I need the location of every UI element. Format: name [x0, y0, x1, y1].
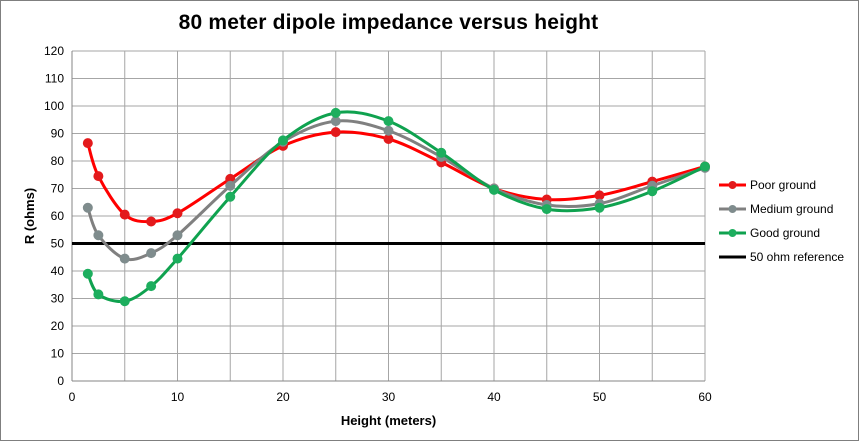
- data-point: [172, 208, 183, 219]
- data-point: [93, 171, 104, 182]
- data-point: [594, 202, 605, 213]
- y-tick-label: 70: [51, 182, 65, 196]
- data-point: [172, 253, 183, 264]
- legend-label: Poor ground: [750, 178, 816, 192]
- y-tick-label: 0: [57, 374, 64, 388]
- x-tick-label: 20: [276, 390, 290, 404]
- data-point: [172, 230, 183, 241]
- y-tick-label: 90: [51, 127, 65, 141]
- x-tick-label: 40: [487, 390, 501, 404]
- data-point: [278, 135, 288, 146]
- data-point: [119, 209, 130, 220]
- x-tick-label: 0: [69, 390, 76, 404]
- data-point: [330, 107, 341, 118]
- x-axis-label: Height (meters): [341, 413, 436, 428]
- legend-swatch-marker: [728, 229, 737, 237]
- data-point: [119, 253, 130, 264]
- series-line: [86, 130, 707, 224]
- legend-swatch-marker: [728, 205, 737, 213]
- data-point: [82, 268, 93, 279]
- data-point: [330, 116, 341, 127]
- chart-title: 80 meter dipole impedance versus height: [178, 11, 599, 34]
- x-tick-label: 50: [593, 390, 607, 404]
- legend-swatch-marker: [728, 181, 737, 189]
- data-point: [541, 204, 552, 215]
- data-point: [436, 147, 447, 158]
- y-tick-label: 120: [44, 44, 64, 58]
- data-point: [93, 289, 104, 300]
- x-tick-label: 10: [171, 390, 185, 404]
- legend-item-poor-ground: Poor ground: [719, 178, 816, 192]
- y-tick-label: 80: [51, 154, 65, 168]
- legend-label: Medium ground: [750, 202, 833, 216]
- y-tick-label: 10: [51, 347, 65, 361]
- axes-layer: 0 10 20 30 40 50 60 70 80 90 100 110 120 0 10 20 30 40 50 6…: [44, 44, 712, 404]
- x-tick-label: 60: [698, 390, 712, 404]
- data-point: [700, 161, 710, 172]
- x-tick-label: 30: [382, 390, 396, 404]
- legend-label: Good ground: [750, 226, 820, 240]
- data-point: [82, 202, 93, 213]
- data-point: [225, 180, 236, 191]
- data-point: [82, 138, 93, 149]
- data-point: [383, 125, 394, 136]
- data-point: [146, 216, 157, 227]
- series-layer: [72, 107, 710, 307]
- y-tick-label: 100: [44, 99, 64, 113]
- data-point: [93, 230, 104, 241]
- series-good-ground: [82, 107, 710, 307]
- data-point: [330, 127, 341, 138]
- data-point: [594, 190, 605, 201]
- data-point: [489, 184, 499, 195]
- data-point: [647, 186, 658, 197]
- data-point: [146, 281, 157, 292]
- legend-item-medium-ground: Medium ground: [719, 202, 833, 216]
- data-point: [225, 191, 236, 202]
- data-point: [119, 296, 130, 307]
- y-tick-label: 40: [51, 264, 65, 278]
- legend-item-good-ground: Good ground: [719, 226, 820, 240]
- y-tick-label: 50: [51, 237, 65, 251]
- grid-layer: [71, 50, 706, 382]
- data-point: [383, 134, 394, 144]
- legend-item-50-ohm-reference: 50 ohm reference: [719, 250, 844, 264]
- y-axis-label: R (ohms): [22, 188, 37, 244]
- data-point: [383, 116, 394, 127]
- data-point: [146, 248, 157, 259]
- y-tick-label: 30: [51, 292, 65, 306]
- legend-label: 50 ohm reference: [750, 250, 844, 264]
- y-tick-label: 110: [45, 72, 64, 86]
- y-tick-label: 60: [51, 209, 65, 223]
- legend: Poor ground Medium ground Good ground 50 oh…: [719, 178, 844, 264]
- y-tick-label: 20: [51, 319, 65, 333]
